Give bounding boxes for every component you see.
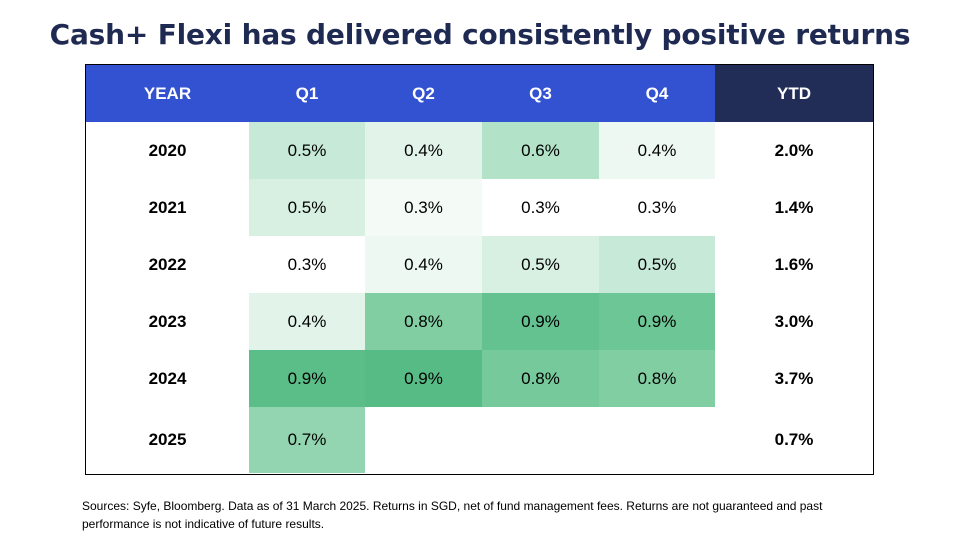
returns-table: YEAR Q1 Q2 Q3 Q4 YTD 2020 0.5% 0.4% 0.6%…: [85, 64, 874, 475]
return-cell: 0.8%: [365, 293, 482, 350]
return-cell: 0.8%: [599, 350, 715, 407]
return-cell: 0.4%: [365, 122, 482, 179]
column-header-q2: Q2: [365, 65, 482, 122]
table-row: 2020 0.5% 0.4% 0.6% 0.4% 2.0%: [86, 122, 873, 179]
column-header-year: YEAR: [86, 65, 249, 122]
table-row: 2021 0.5% 0.3% 0.3% 0.3% 1.4%: [86, 179, 873, 236]
return-cell: 0.3%: [365, 179, 482, 236]
ytd-cell: 3.7%: [774, 368, 814, 388]
return-cell: 0.9%: [599, 293, 715, 350]
empty-cell: [482, 407, 599, 473]
header-row: YEAR Q1 Q2 Q3 Q4 YTD: [86, 65, 873, 122]
year-cell: 2023: [148, 311, 187, 331]
table-row: 2025 0.7% 0.7%: [86, 407, 873, 473]
return-cell: 0.9%: [249, 350, 365, 407]
empty-cell: [599, 407, 715, 473]
ytd-cell: 3.0%: [774, 311, 814, 331]
ytd-cell: 1.6%: [774, 254, 814, 274]
return-cell: 0.9%: [482, 293, 599, 350]
return-cell: 0.5%: [249, 122, 365, 179]
return-cell: 0.6%: [482, 122, 599, 179]
column-header-ytd: YTD: [715, 65, 873, 122]
return-cell: 0.3%: [599, 179, 715, 236]
return-cell: 0.3%: [249, 236, 365, 293]
table-row: 2023 0.4% 0.8% 0.9% 0.9% 3.0%: [86, 293, 873, 350]
return-cell: 0.4%: [365, 236, 482, 293]
return-cell: 0.5%: [599, 236, 715, 293]
return-cell: 0.4%: [249, 293, 365, 350]
year-cell: 2021: [148, 197, 187, 217]
table-row: 2022 0.3% 0.4% 0.5% 0.5% 1.6%: [86, 236, 873, 293]
empty-cell: [365, 407, 482, 473]
return-cell: 0.5%: [249, 179, 365, 236]
sources-footnote: Sources: Syfe, Bloomberg. Data as of 31 …: [82, 499, 823, 531]
ytd-cell: 2.0%: [774, 140, 814, 160]
return-cell: 0.9%: [365, 350, 482, 407]
year-cell: 2020: [148, 140, 187, 160]
return-cell: 0.7%: [249, 407, 365, 473]
table-row: 2024 0.9% 0.9% 0.8% 0.8% 3.7%: [86, 350, 873, 407]
column-header-q4: Q4: [599, 65, 715, 122]
return-cell: 0.4%: [599, 122, 715, 179]
year-cell: 2025: [148, 430, 187, 449]
returns-heatmap: YEAR Q1 Q2 Q3 Q4 YTD 2020 0.5% 0.4% 0.6%…: [86, 65, 873, 473]
year-cell: 2022: [148, 254, 187, 274]
ytd-cell: 1.4%: [774, 197, 814, 217]
year-cell: 2024: [148, 368, 187, 388]
return-cell: 0.8%: [482, 350, 599, 407]
column-header-q1: Q1: [249, 65, 365, 122]
return-cell: 0.3%: [482, 179, 599, 236]
ytd-cell: 0.7%: [774, 430, 814, 449]
column-header-q3: Q3: [482, 65, 599, 122]
return-cell: 0.5%: [482, 236, 599, 293]
chart-title: Cash+ Flexi has delivered consistently p…: [49, 18, 911, 51]
